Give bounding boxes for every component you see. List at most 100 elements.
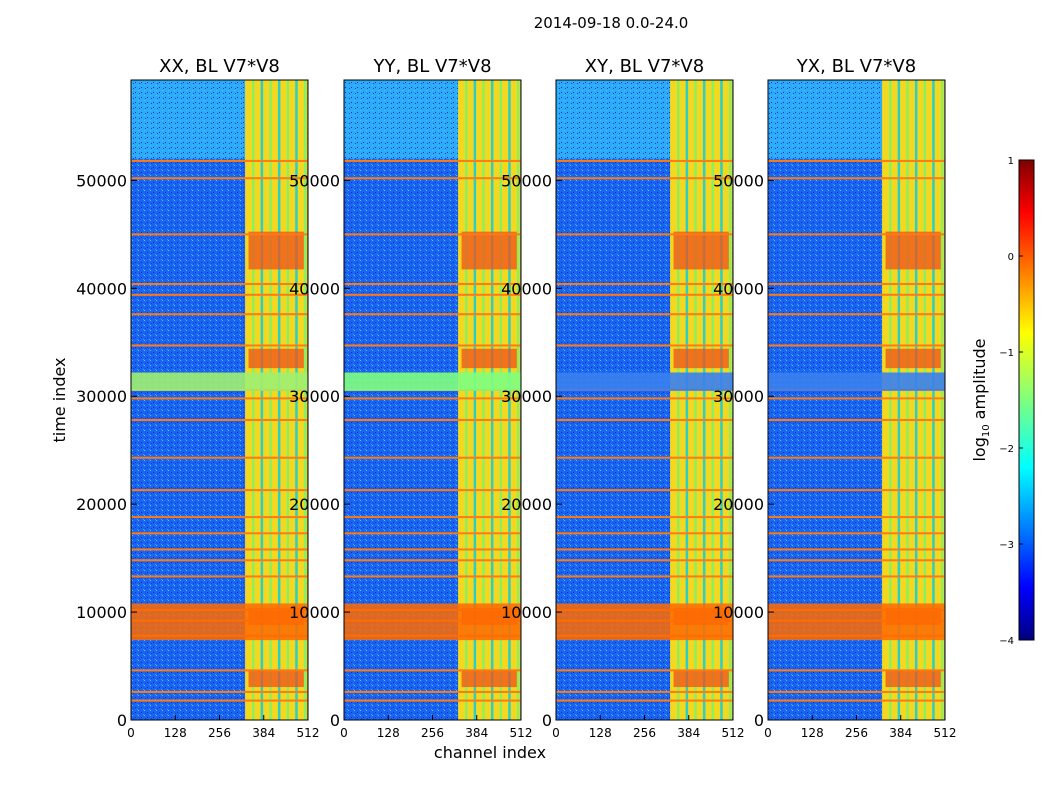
band-channel-divider (720, 80, 723, 720)
y-tick-label: 20000 (76, 495, 127, 514)
flagged-time-row (131, 159, 308, 162)
band-channel-divider (676, 80, 680, 720)
flagged-time-row (556, 233, 733, 236)
y-tick-label: 40000 (501, 279, 552, 298)
y-tick-label: 30000 (289, 387, 340, 406)
heatmap-panels: XX, BL V7*V8 0 128 256 384 512 0 10000 20000 3000… (76, 56, 956, 740)
flagged-time-row (556, 293, 733, 296)
panel-1: YY, BL V7*V8 0 128 256 384 512 0 10000 20000 3000… (289, 56, 532, 740)
panel-0: XX, BL V7*V8 0 128 256 384 512 0 10000 20000 3000… (76, 56, 319, 740)
flagged-time-row (556, 548, 733, 551)
x-tick-label: 512 (510, 726, 533, 740)
flagged-time-row (768, 690, 945, 693)
flagged-time-row (344, 313, 521, 316)
flagged-time-row (344, 699, 521, 702)
band-channel-divider (685, 80, 689, 720)
band-channel-divider (888, 80, 892, 720)
flagged-time-block (131, 603, 308, 641)
x-tick-label: 384 (889, 726, 912, 740)
panel-title: YY, BL V7*V8 (372, 56, 491, 77)
hot-region (248, 231, 304, 270)
x-tick-label: 384 (252, 726, 275, 740)
colorbar-label-subscript: 10 (981, 424, 992, 437)
y-tick-label: 50000 (501, 171, 552, 190)
flagged-time-row (344, 418, 521, 421)
y-tick-label: 30000 (76, 387, 127, 406)
flagged-time-row (556, 532, 733, 535)
flagged-time-row (556, 699, 733, 702)
x-axis-label: channel index (434, 743, 546, 762)
x-tick-label: 128 (377, 726, 400, 740)
flagged-time-row (556, 489, 733, 492)
flagged-time-row (768, 548, 945, 551)
y-tick-label: 0 (542, 711, 552, 730)
band-channel-divider (914, 80, 918, 720)
y-tick-label: 50000 (289, 171, 340, 190)
y-tick-label: 0 (330, 711, 340, 730)
hot-region (673, 348, 729, 369)
x-tick-label: 512 (722, 726, 745, 740)
flagged-time-row (131, 548, 308, 551)
flagged-time-row (344, 559, 521, 562)
x-tick-label: 0 (764, 726, 772, 740)
x-tick-label: 256 (633, 726, 656, 740)
x-tick-label: 384 (677, 726, 700, 740)
flagged-time-row (344, 690, 521, 693)
flagged-time-row (768, 313, 945, 316)
band-channel-divider (728, 80, 732, 720)
x-tick-label: 128 (589, 726, 612, 740)
hot-region (885, 348, 941, 369)
y-tick-label: 40000 (76, 279, 127, 298)
flagged-time-row (131, 282, 308, 285)
flagged-time-block (556, 603, 733, 641)
flagged-time-row (344, 489, 521, 492)
x-tick-label: 256 (845, 726, 868, 740)
flagged-time-row (344, 669, 521, 672)
y-tick-label: 10000 (501, 603, 552, 622)
flagged-time-row (556, 313, 733, 316)
band-channel-divider (482, 80, 485, 720)
x-tick-label: 256 (421, 726, 444, 740)
flagged-time-row (556, 344, 733, 347)
flagged-time-row (344, 233, 521, 236)
flagged-time-row (344, 344, 521, 347)
x-tick-label: 512 (934, 726, 957, 740)
flagged-time-row (768, 282, 945, 285)
y-tick-label: 10000 (76, 603, 127, 622)
y-tick-label: 50000 (76, 171, 127, 190)
panel-title: XY, BL V7*V8 (585, 56, 704, 77)
flagged-time-row (131, 397, 308, 400)
flagged-time-row (768, 397, 945, 400)
flagged-time-row (131, 233, 308, 236)
y-tick-label: 50000 (713, 171, 764, 190)
flagged-time-row (131, 690, 308, 693)
flagged-time-row (768, 575, 945, 578)
hot-region (673, 231, 729, 270)
band-channel-divider (251, 80, 255, 720)
flagged-time-row (131, 313, 308, 316)
hot-region (673, 670, 729, 688)
flagged-time-row (344, 575, 521, 578)
x-tick-label: 128 (801, 726, 824, 740)
flagged-time-row (768, 344, 945, 347)
hot-region (461, 348, 517, 369)
band-channel-divider (906, 80, 909, 720)
x-tick-label: 384 (465, 726, 488, 740)
flagged-time-row (556, 159, 733, 162)
band-channel-divider (269, 80, 272, 720)
flagged-time-row (768, 532, 945, 535)
time-band (556, 372, 733, 391)
flagged-time-row (768, 559, 945, 562)
flagged-time-row (556, 418, 733, 421)
band-channel-divider (277, 80, 281, 720)
y-tick-label: 20000 (289, 495, 340, 514)
panel-3: YX, BL V7*V8 0 128 256 384 512 0 10000 20000 3000… (713, 56, 956, 740)
band-channel-divider (694, 80, 697, 720)
band-channel-divider (473, 80, 477, 720)
colorbar-tick-label: −2 (999, 444, 1014, 455)
x-tick-label: 0 (127, 726, 135, 740)
time-band (131, 372, 308, 391)
flagged-time-row (131, 669, 308, 672)
x-tick-label: 0 (340, 726, 348, 740)
band-channel-divider (286, 80, 290, 720)
